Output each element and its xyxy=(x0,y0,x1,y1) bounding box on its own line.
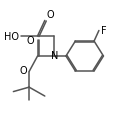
Text: O: O xyxy=(20,66,27,76)
Text: F: F xyxy=(101,26,107,36)
Text: HO: HO xyxy=(4,32,19,42)
Text: N: N xyxy=(51,51,59,61)
Text: O: O xyxy=(27,36,35,45)
Text: O: O xyxy=(47,10,54,20)
